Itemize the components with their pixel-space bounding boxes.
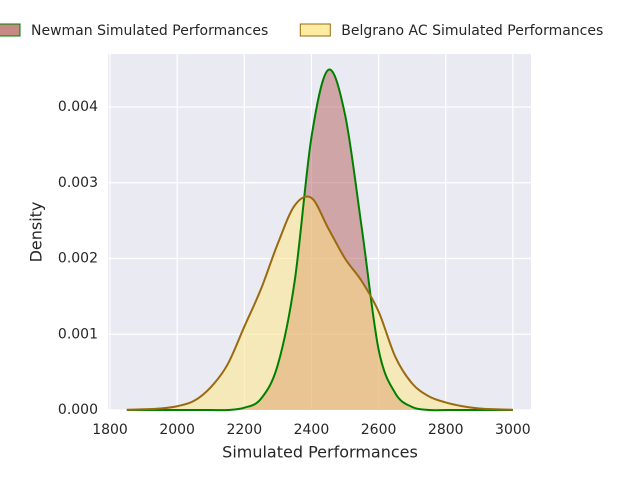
legend-swatch: [0, 23, 21, 37]
x-tick-label: 2200: [226, 422, 262, 438]
legend-swatch: [299, 23, 331, 37]
y-tick-label: 0.004: [58, 99, 98, 115]
x-tick-label: 2600: [361, 422, 397, 438]
legend-label: Newman Simulated Performances: [31, 23, 268, 39]
x-tick-label: 2400: [294, 422, 330, 438]
x-tick-label: 2000: [159, 422, 195, 438]
y-axis-label: Density: [27, 202, 46, 263]
y-tick-label: 0.002: [58, 251, 98, 267]
y-tick-label: 0.000: [58, 402, 98, 418]
x-tick-label: 2800: [428, 422, 464, 438]
density-line: [126, 195, 513, 411]
y-tick-label: 0.003: [58, 175, 98, 191]
y-tick-label: 0.001: [58, 326, 98, 342]
x-tick-label: 3000: [495, 422, 531, 438]
density-line: [126, 68, 513, 412]
density-area: [126, 196, 513, 410]
legend-label: Belgrano AC Simulated Performances: [341, 23, 603, 39]
x-axis-label: Simulated Performances: [222, 443, 418, 462]
x-tick-label: 1800: [92, 422, 128, 438]
